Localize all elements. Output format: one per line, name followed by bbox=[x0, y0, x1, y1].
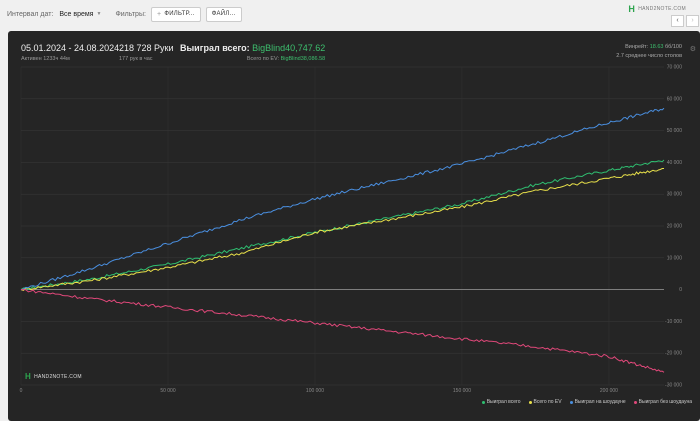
gear-icon[interactable]: ⚙ bbox=[689, 46, 696, 53]
profit-chart: 70 000 60 000 50 000 40 000 30 000 20 000 10 0… bbox=[20, 65, 683, 395]
legend-item-showdown[interactable]: Выиграл на шоудауне bbox=[569, 399, 626, 405]
hand2note-watermark-icon: H bbox=[25, 372, 32, 381]
y-tick-label: 30 000 bbox=[667, 192, 683, 198]
y-tick-label: -10 000 bbox=[665, 319, 682, 325]
x-tick-label: 0 bbox=[20, 388, 23, 394]
back-arrow-icon[interactable]: ‹ bbox=[671, 15, 684, 27]
x-tick-label: 100 000 bbox=[306, 388, 324, 394]
ev-label: Всего по EV: bbox=[246, 56, 280, 62]
hands-count: 218 728 Руки bbox=[119, 43, 174, 53]
avg-tables: 2.7 среднее число столов bbox=[616, 53, 682, 59]
top-toolbar: Интервал дат: Все время ▼ Фильтры: + ФИЛ… bbox=[0, 0, 700, 28]
y-tick-label: 40 000 bbox=[667, 160, 683, 166]
hands-per-hour: 177 рук в час bbox=[119, 56, 153, 62]
plus-icon: + bbox=[156, 10, 162, 18]
x-tick-label: 150 000 bbox=[453, 388, 471, 394]
winrate-block: Винрейт: 18.63 бб/100 2.7 среднее число … bbox=[616, 43, 682, 61]
date-interval-value: Все время bbox=[59, 10, 94, 18]
winrate-label: Винрейт: bbox=[625, 44, 649, 50]
date-interval-label: Интервал дат: bbox=[7, 10, 54, 18]
series-line-nonshowdown bbox=[21, 289, 665, 373]
legend-dot-icon bbox=[528, 400, 532, 404]
series-line-total bbox=[20, 159, 665, 291]
date-interval-select[interactable]: Все время ▼ bbox=[59, 11, 101, 18]
forward-arrow-icon[interactable]: › bbox=[686, 15, 699, 27]
x-tick-label: 200 000 bbox=[600, 388, 618, 394]
y-tick-label: 70 000 bbox=[667, 65, 683, 71]
winrate-unit: бб/100 bbox=[664, 44, 682, 50]
hands-block: 218 728 Руки 177 рук в час bbox=[119, 43, 174, 62]
y-tick-label: 20 000 bbox=[667, 224, 683, 230]
legend-dot-icon bbox=[481, 400, 485, 404]
ev-value: BigBlind38,086.58 bbox=[280, 56, 326, 62]
legend-item-nonshowdown[interactable]: Выиграл без шоудауна bbox=[633, 399, 692, 405]
legend-dot-icon bbox=[569, 400, 573, 404]
legend-label: Выиграл всего bbox=[486, 399, 521, 405]
winrate-value: 18.63 bbox=[649, 44, 664, 50]
y-tick-label: 0 bbox=[679, 287, 682, 293]
series-line-ev bbox=[20, 168, 664, 291]
x-tick-label: 50 000 bbox=[160, 388, 176, 394]
file-button-label: ФАЙЛ... bbox=[211, 11, 236, 17]
active-time: Активен 1233ч 44м bbox=[21, 56, 70, 62]
series-line-showdown bbox=[20, 107, 665, 291]
legend-dot-icon bbox=[633, 400, 637, 404]
y-tick-label: -20 000 bbox=[665, 351, 682, 357]
nav-arrows: ‹ › bbox=[671, 15, 699, 27]
hand2note-logo: H HAND2NOTE.COM bbox=[628, 4, 686, 14]
legend-label: Выиграл на шоудауне bbox=[574, 399, 626, 405]
won-label: Выиграл всего: bbox=[180, 43, 250, 53]
add-filter-label: ФИЛЬТР... bbox=[164, 11, 195, 17]
date-range: 05.01.2024 - 24.08.2024 bbox=[21, 43, 120, 53]
legend-label: Всего по EV bbox=[533, 399, 562, 405]
file-button[interactable]: ФАЙЛ... bbox=[205, 6, 242, 22]
legend-item-total[interactable]: Выиграл всего bbox=[481, 399, 521, 405]
y-tick-label: 50 000 bbox=[667, 128, 683, 134]
won-block: Выиграл всего: BigBlind40,747.62 Всего п… bbox=[180, 43, 325, 62]
logo-text: HAND2NOTE.COM bbox=[638, 6, 686, 12]
hand2note-watermark: H HAND2NOTE.COM bbox=[25, 372, 82, 381]
y-tick-label: -30 000 bbox=[665, 383, 682, 389]
chart-legend: Выиграл всего Всего по EV Выиграл на шоуда… bbox=[481, 399, 692, 405]
legend-label: Выиграл без шоудауна bbox=[638, 399, 692, 405]
graph-panel: 05.01.2024 - 24.08.2024 Активен 1233ч 44… bbox=[8, 31, 700, 421]
date-range-block: 05.01.2024 - 24.08.2024 Активен 1233ч 44… bbox=[21, 43, 119, 62]
y-tick-label: 60 000 bbox=[667, 96, 683, 102]
legend-item-ev[interactable]: Всего по EV bbox=[528, 399, 562, 405]
filters-label: Фильтры: bbox=[115, 10, 146, 18]
add-filter-button[interactable]: + ФИЛЬТР... bbox=[150, 6, 201, 22]
y-tick-label: 10 000 bbox=[667, 255, 683, 261]
hand2note-logo-icon: H bbox=[628, 4, 636, 14]
watermark-text: HAND2NOTE.COM bbox=[34, 373, 82, 380]
chevron-down-icon: ▼ bbox=[96, 11, 102, 17]
won-value: BigBlind40,747.62 bbox=[252, 43, 326, 53]
